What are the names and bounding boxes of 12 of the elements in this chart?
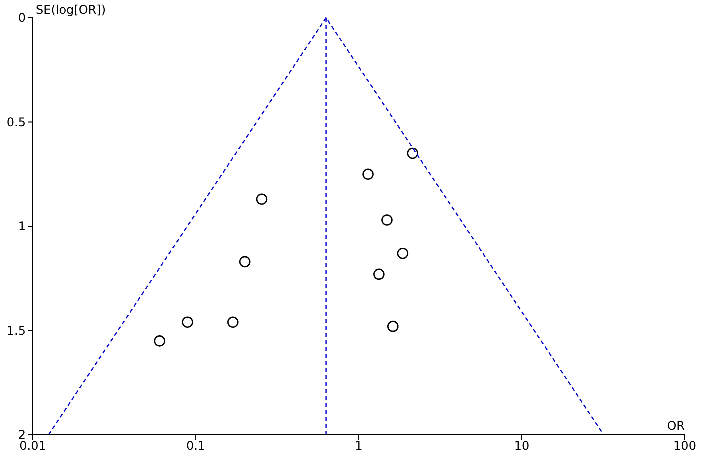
y-tick-label: 0 [18, 11, 26, 25]
x-tick-label: 1 [355, 439, 363, 453]
y-tick-label: 0.5 [6, 115, 26, 130]
x-tick-label: 0.01 [20, 439, 46, 453]
x-axis-title: OR [667, 419, 685, 433]
x-tick-label: 100 [674, 439, 696, 453]
y-tick-label: 2 [18, 428, 26, 442]
y-axis-title: SE(log[OR]) [36, 3, 106, 17]
y-tick-label: 1.5 [6, 324, 26, 338]
x-tick-label: 0.1 [186, 439, 206, 453]
x-tick-label: 10 [514, 439, 530, 453]
y-tick-label: 1 [18, 220, 26, 234]
